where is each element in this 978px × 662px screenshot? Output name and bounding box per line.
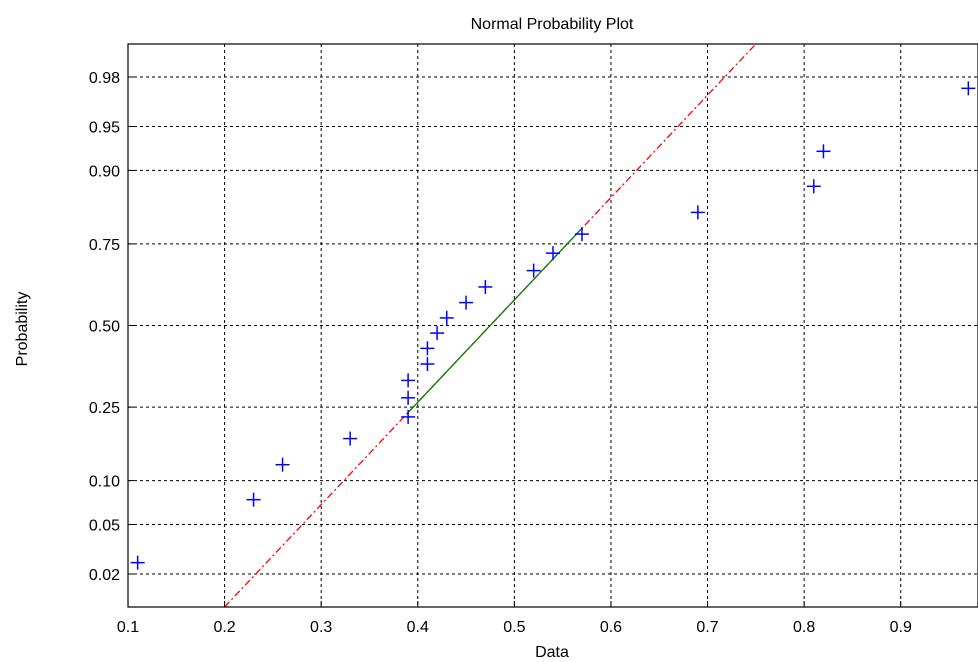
y-tick-label: 0.05 [89, 518, 120, 535]
y-tick-label: 0.90 [89, 163, 120, 180]
data-point [478, 279, 493, 294]
x-tick-label: 0.1 [117, 619, 139, 636]
y-tick-label: 0.95 [89, 119, 120, 136]
y-tick-label: 0.50 [89, 319, 120, 336]
data-point [439, 310, 454, 325]
data-point [401, 390, 416, 405]
data-point [459, 295, 474, 310]
reference-line-path [224, 43, 757, 608]
data-point [816, 144, 831, 159]
reference-line [224, 43, 757, 608]
y-tick-label: 0.02 [89, 567, 120, 584]
data-point [343, 431, 358, 446]
x-tick-label: 0.3 [310, 619, 332, 636]
data-point [275, 457, 290, 472]
data-markers [130, 81, 976, 570]
y-tick-label: 0.75 [89, 237, 120, 254]
x-tick-label: 0.8 [793, 619, 815, 636]
data-point [546, 246, 560, 261]
x-tick-label: 0.6 [600, 619, 622, 636]
chart-title: Normal Probability Plot [471, 16, 634, 33]
data-point [420, 341, 435, 356]
y-tick-label: 0.25 [89, 400, 120, 417]
grid-lines [128, 44, 978, 607]
x-axis-ticks: 0.1 0.2 0.3 0.4 0.5 0.6 0.7 0.8 0.9 [117, 601, 912, 636]
y-axis-label: Probability [14, 292, 31, 367]
data-point [420, 357, 435, 372]
x-tick-label: 0.4 [407, 619, 429, 636]
data-point [430, 326, 445, 341]
data-point [246, 492, 261, 507]
data-point [401, 409, 416, 424]
data-point [130, 555, 145, 570]
data-point [961, 81, 976, 96]
x-tick-label: 0.9 [890, 619, 912, 636]
x-tick-label: 0.2 [213, 619, 235, 636]
data-point [690, 205, 705, 220]
x-tick-label: 0.5 [503, 619, 525, 636]
y-tick-label: 0.98 [89, 70, 120, 87]
data-point [806, 179, 821, 194]
data-point [401, 373, 416, 388]
x-tick-label: 0.7 [696, 619, 718, 636]
x-axis-label: Data [535, 644, 569, 661]
data-point [526, 263, 541, 278]
data-point [574, 227, 589, 242]
y-tick-label: 0.10 [89, 474, 120, 491]
y-axis-ticks: 0.02 0.05 0.10 0.25 0.50 0.75 0.90 0.95 0.98 [89, 70, 134, 584]
